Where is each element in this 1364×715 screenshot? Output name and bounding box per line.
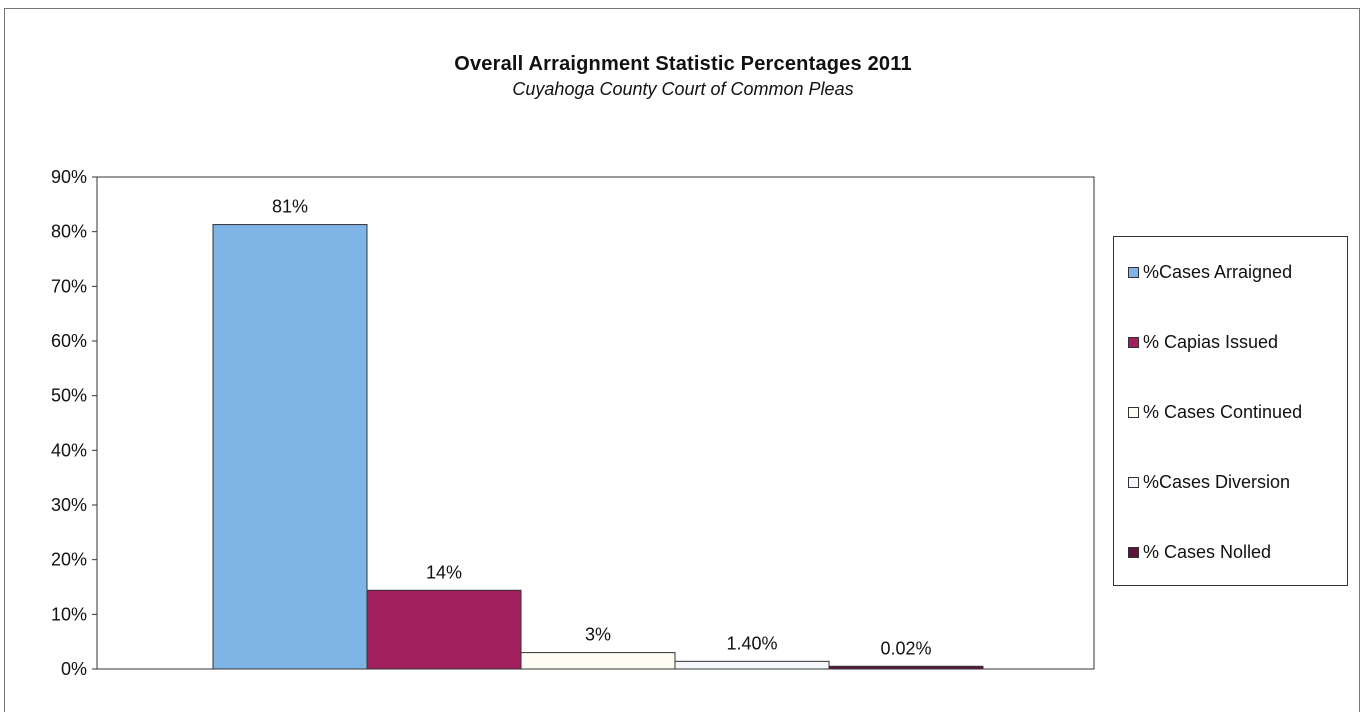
legend-item: %Cases Arraigned: [1128, 262, 1292, 283]
legend-label: % Capias Issued: [1143, 332, 1279, 352]
legend-swatch: [1128, 407, 1139, 418]
bar-2: [366, 589, 522, 670]
legend-label: % Cases Nolled: [1143, 542, 1272, 562]
y-tick-label: 70%: [51, 276, 87, 296]
legend-label: % Cases Continued: [1143, 402, 1303, 422]
y-tick-label: 50%: [51, 386, 87, 406]
y-tick-label: 90%: [51, 167, 87, 187]
legend-swatch: [1128, 337, 1139, 348]
data-label-4: 1.40%: [726, 633, 777, 653]
legend-swatch: [1128, 477, 1139, 488]
legend-item: % Capias Issued: [1128, 332, 1278, 353]
bar-4: [674, 660, 830, 670]
legend-item: % Cases Continued: [1128, 402, 1302, 423]
legend: %Cases Arraigned % Capias Issued % Cases C…: [1113, 236, 1348, 586]
y-axis: 0% 10% 20% 30% 40% 50% 60% 70% 80% 90%: [51, 167, 97, 679]
data-labels: 81% 14% 3% 1.40% 0.02%: [272, 197, 932, 659]
chart-title: Overall Arraignment Statistic Percentage…: [454, 53, 912, 75]
bar-3: [520, 652, 676, 670]
y-tick-label: 60%: [51, 331, 87, 351]
data-label-1: 81%: [272, 197, 308, 217]
y-tick-label: 20%: [51, 550, 87, 570]
data-label-2: 14%: [426, 562, 462, 582]
y-tick-label: 80%: [51, 222, 87, 242]
y-tick-label: 0%: [61, 659, 87, 679]
y-tick-label: 40%: [51, 440, 87, 460]
legend-label: %Cases Arraigned: [1143, 262, 1293, 282]
data-label-5: 0.02%: [880, 638, 931, 658]
y-tick-label: 10%: [51, 604, 87, 624]
bars: [212, 224, 984, 670]
y-tick-label: 30%: [51, 495, 87, 515]
bar-1: [212, 224, 368, 670]
legend-item: % Cases Nolled: [1128, 542, 1271, 563]
legend-swatch: [1128, 547, 1139, 558]
legend-item: %Cases Diversion: [1128, 472, 1290, 493]
data-label-3: 3%: [585, 625, 611, 645]
legend-swatch: [1128, 267, 1139, 278]
bar-5: [828, 665, 984, 670]
legend-label: %Cases Diversion: [1143, 472, 1291, 492]
chart-subtitle: Cuyahoga County Court of Common Pleas: [512, 79, 854, 99]
